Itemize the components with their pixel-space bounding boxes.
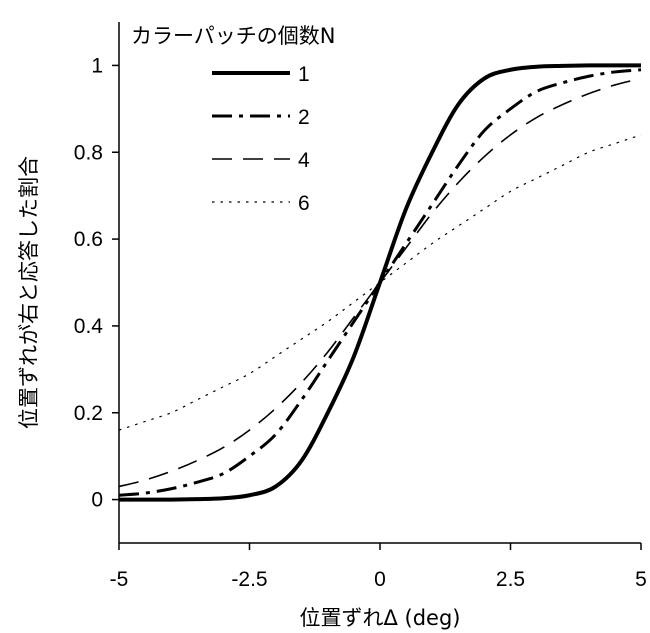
x-tick-label: 5 xyxy=(635,568,647,591)
y-tick-label: 0.8 xyxy=(74,141,103,164)
x-tick-label: 0 xyxy=(374,568,386,591)
legend-title: カラーパッチの個数N xyxy=(131,24,336,48)
y-tick-label: 0.4 xyxy=(74,315,104,338)
legend: カラーパッチの個数N 1 2 4 6 xyxy=(131,24,336,215)
y-tick-label: 0.6 xyxy=(74,228,103,251)
legend-label: 1 xyxy=(298,63,310,86)
y-axis-title: 位置ずれが右と応答した割合 xyxy=(17,156,41,429)
legend-label: 2 xyxy=(298,106,310,129)
x-tick-label: -5 xyxy=(110,568,129,591)
series-layer xyxy=(118,63,642,502)
series-line-6 xyxy=(118,134,642,431)
y-tick-label: 0 xyxy=(91,489,103,512)
x-tick-label: -2.5 xyxy=(231,568,267,591)
axes: 0 0.2 0.4 0.6 0.8 1 -5 -2.5 0 2.5 5 位置ずれΔ (deg) 位置ずれ… xyxy=(17,22,647,630)
y-tick-label: 1 xyxy=(91,54,103,77)
legend-label: 6 xyxy=(298,192,310,215)
x-tick-label: 2.5 xyxy=(496,568,525,591)
x-axis-title: 位置ずれΔ (deg) xyxy=(299,606,460,630)
y-tick-label: 0.2 xyxy=(74,402,103,425)
series-line-4 xyxy=(118,77,642,488)
legend-label: 4 xyxy=(298,149,310,172)
